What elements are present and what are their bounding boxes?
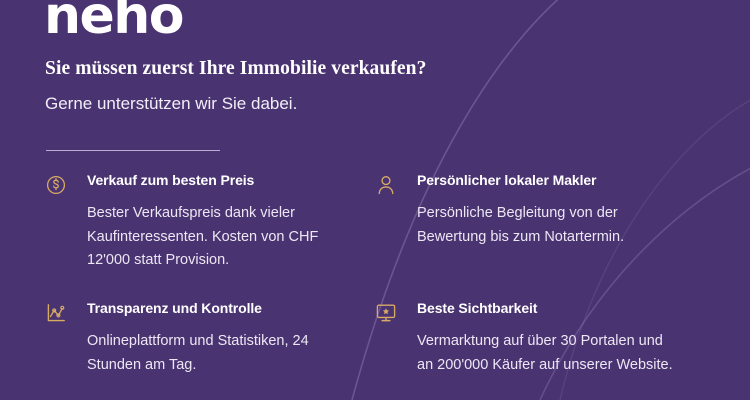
feature-description: Bester Verkaufspreis dank vieler Kaufint…	[87, 205, 319, 268]
feature-title: Beste Sichtbarkeit	[417, 300, 538, 316]
page-title: Sie müssen zuerst Ihre Immobilie verkauf…	[45, 58, 427, 79]
feature-description: Vermarktung auf über 30 Portalen und an …	[417, 333, 673, 373]
neho-logo[interactable]: neho	[44, 0, 185, 46]
line-chart-icon	[45, 302, 67, 324]
feature-title: Transparenz und Kontrolle	[87, 300, 262, 316]
feature-description: Onlineplattform und Statistiken, 24 Stun…	[87, 333, 309, 373]
dollar-coin-icon	[45, 174, 67, 196]
feature-title: Verkauf zum besten Preis	[87, 172, 255, 188]
monitor-star-icon	[375, 302, 397, 324]
feature-description: Persönliche Begleitung von der Bewertung…	[417, 205, 625, 245]
divider	[46, 150, 220, 151]
page-subtitle: Gerne unterstützen wir Sie dabei.	[45, 94, 298, 113]
person-icon	[375, 174, 397, 196]
feature-title: Persönlicher lokaler Makler	[417, 172, 597, 188]
